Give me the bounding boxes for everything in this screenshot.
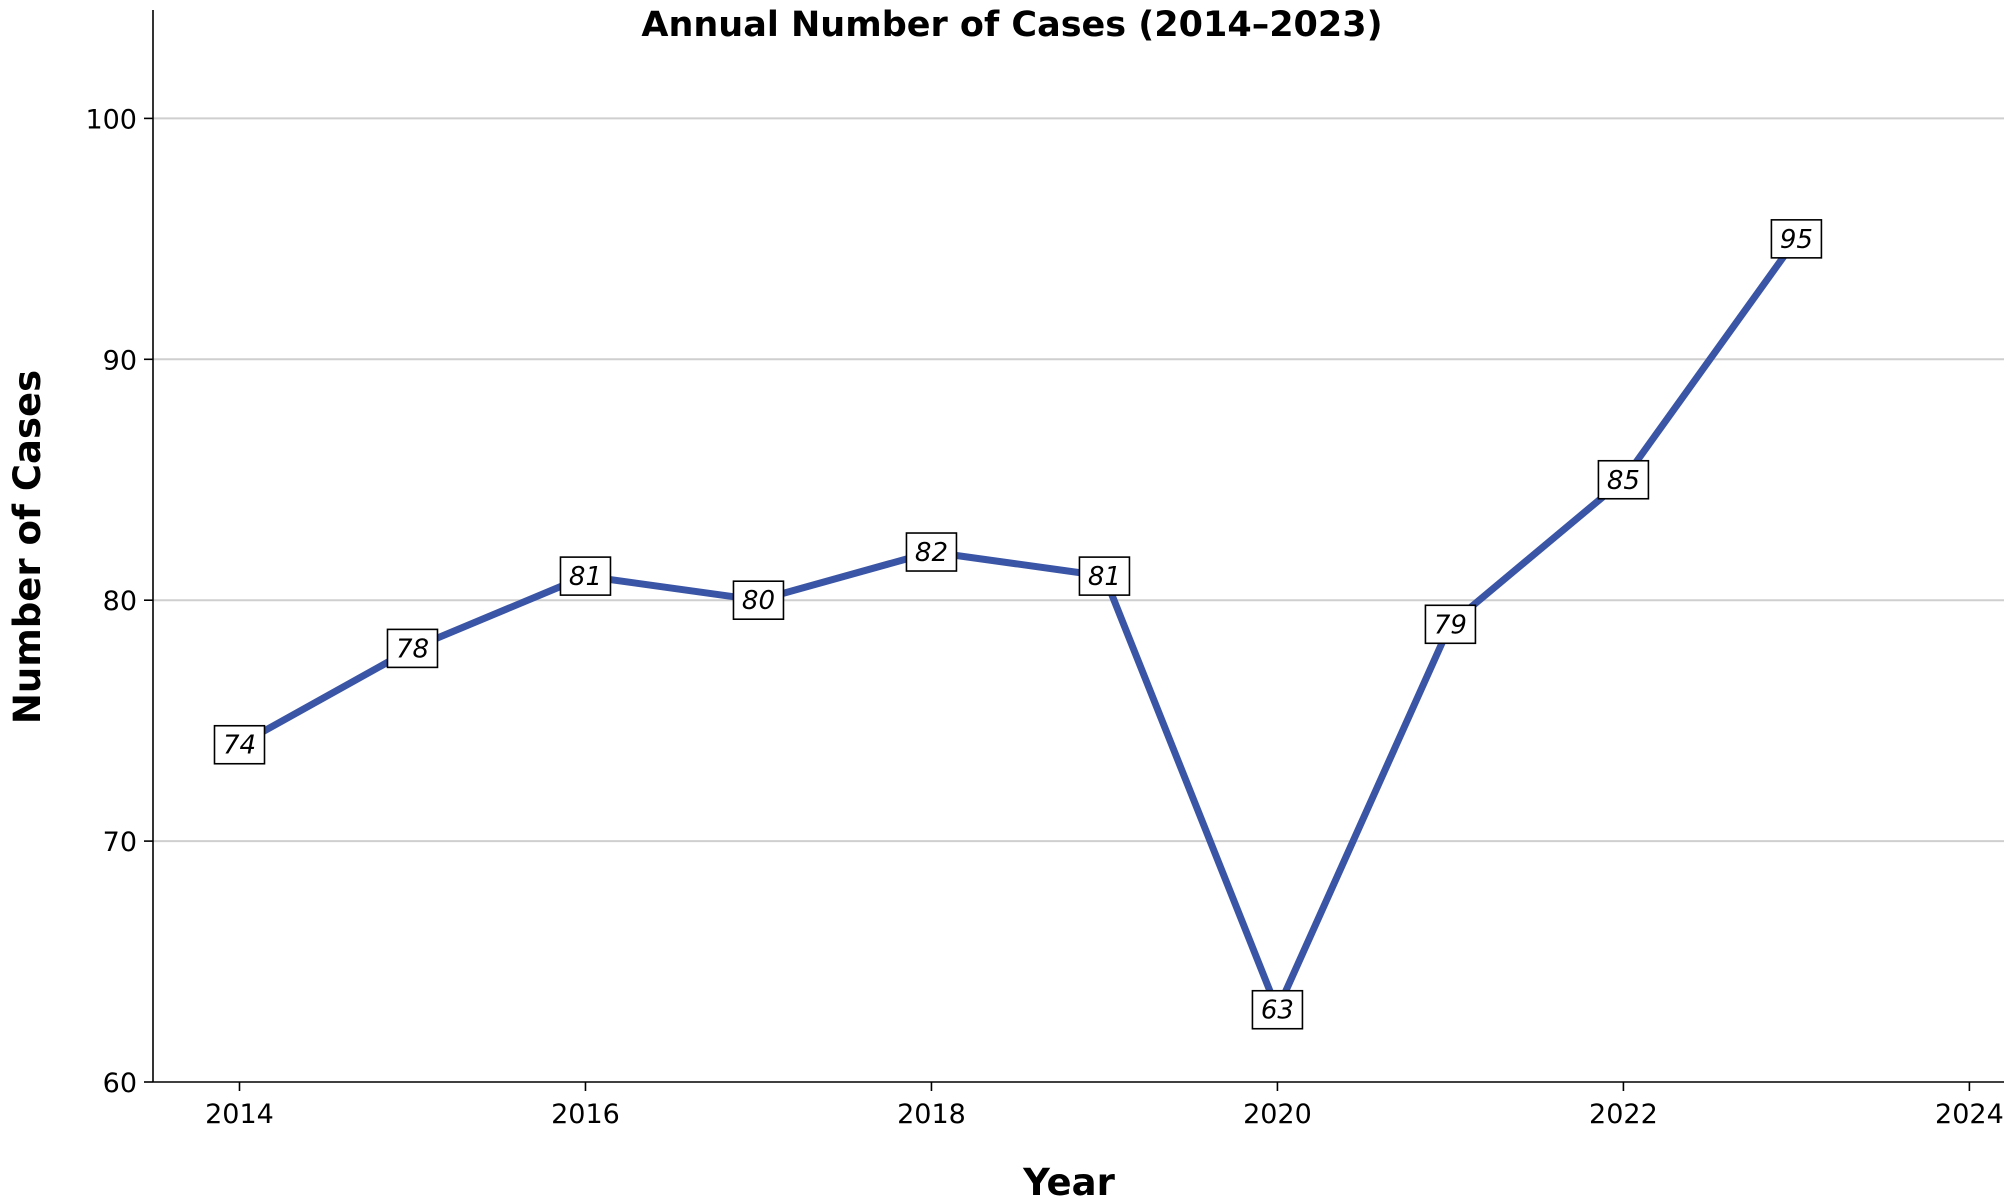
data-label-text: 79 xyxy=(1434,610,1467,640)
data-label-2014: 74 xyxy=(213,724,266,765)
x-tick-label-2020: 2020 xyxy=(1243,1099,1312,1130)
data-label-box xyxy=(1251,989,1304,1030)
data-label-box xyxy=(1424,604,1477,645)
x-tick-label-2016: 2016 xyxy=(551,1099,620,1130)
data-label-box xyxy=(1078,556,1131,596)
data-label-2015: 78 xyxy=(386,628,439,669)
x-tick-label-2014: 2014 xyxy=(205,1099,274,1130)
data-label-2017: 80 xyxy=(732,580,785,621)
data-label-box xyxy=(1770,219,1823,259)
series xyxy=(237,236,1800,1014)
data-label-box xyxy=(213,724,266,765)
data-label-text: 63 xyxy=(1261,996,1294,1026)
y-tick-label-70: 70 xyxy=(103,827,137,858)
x-axis-title: Year xyxy=(1022,1161,1115,1202)
data-label-2018: 82 xyxy=(905,532,958,572)
data-label-2022: 85 xyxy=(1597,459,1650,500)
data-label-box xyxy=(1597,459,1650,500)
data-label-text: 82 xyxy=(915,538,948,568)
y-tick-label-80: 80 xyxy=(103,586,137,617)
data-label-text: 74 xyxy=(223,731,256,761)
data-label-box xyxy=(386,628,439,669)
data-label-2020: 63 xyxy=(1251,989,1304,1030)
data-label-2023: 95 xyxy=(1770,219,1823,259)
y-tick-label-60: 60 xyxy=(103,1068,137,1099)
data-label-text: 81 xyxy=(569,562,602,592)
y-tick-label-90: 90 xyxy=(103,345,137,376)
y-axis-title: Number of Cases xyxy=(6,370,49,724)
data-label-text: 80 xyxy=(742,586,775,616)
series-line xyxy=(237,236,1800,1014)
data-label-box xyxy=(732,580,785,621)
x-tick-label-2024: 2024 xyxy=(1935,1099,2004,1130)
axes: 60 70 80 90 100 2014 2016 2018 2020 2022 2024 xyxy=(85,10,2004,1130)
y-tick-label-100: 100 xyxy=(85,104,137,135)
x-tick-label-2022: 2022 xyxy=(1589,1099,1658,1130)
x-tick-label-2018: 2018 xyxy=(897,1099,966,1130)
data-label-box xyxy=(905,532,958,572)
data-labels: 74 78 81 80 82 81 63 79 85 95 xyxy=(213,219,1823,1030)
data-label-2019: 81 xyxy=(1078,556,1131,596)
data-label-text: 85 xyxy=(1607,466,1640,496)
data-label-text: 81 xyxy=(1088,562,1121,592)
chart-title: Annual Number of Cases (2014–2023) xyxy=(641,5,1382,45)
data-label-text: 78 xyxy=(396,634,429,664)
data-label-2021: 79 xyxy=(1424,604,1477,645)
gridlines xyxy=(153,117,2004,843)
data-label-2016: 81 xyxy=(559,556,612,596)
data-label-box xyxy=(559,556,612,596)
data-label-text: 95 xyxy=(1780,225,1813,255)
